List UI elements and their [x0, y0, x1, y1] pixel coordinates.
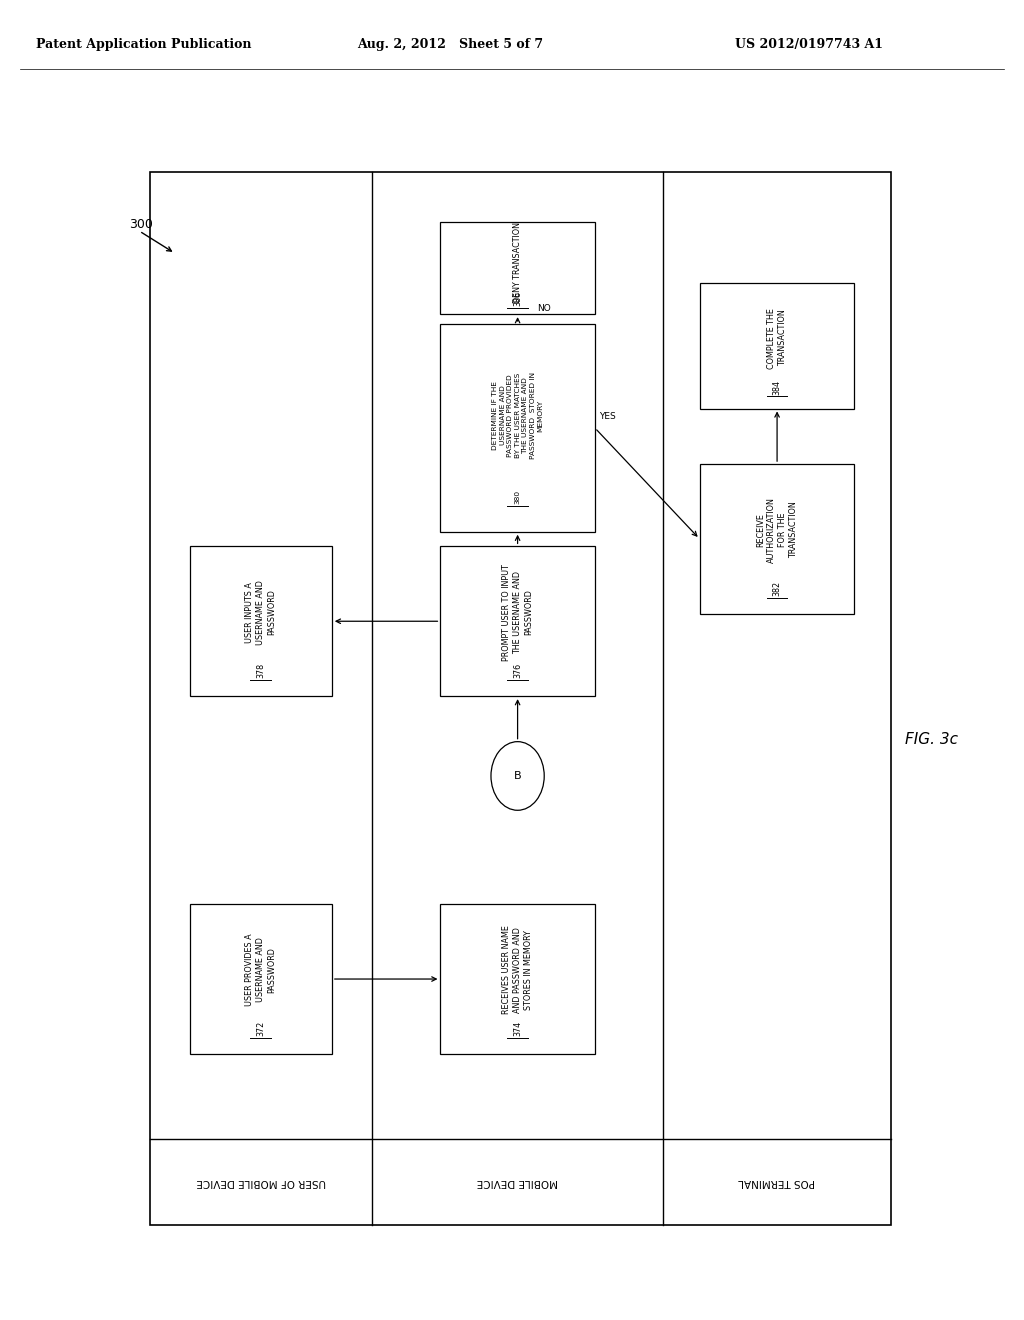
Bar [189, 904, 332, 1053]
Text: Aug. 2, 2012   Sheet 5 of 7: Aug. 2, 2012 Sheet 5 of 7 [357, 38, 544, 51]
Bar [150, 172, 891, 1225]
Bar [440, 546, 595, 696]
Text: FIG. 3c: FIG. 3c [905, 731, 958, 747]
Text: 380: 380 [515, 490, 520, 503]
Text: 378: 378 [256, 663, 265, 678]
Text: B: B [514, 771, 521, 781]
Text: USER OF MOBILE DEVICE: USER OF MOBILE DEVICE [196, 1176, 326, 1187]
Text: 374: 374 [513, 1020, 522, 1036]
Text: 386: 386 [513, 292, 522, 306]
Text: PROMPT USER TO INPUT
THE USERNAME AND
PASSWORD: PROMPT USER TO INPUT THE USERNAME AND PA… [502, 564, 534, 661]
Text: POS TERMINAL: POS TERMINAL [738, 1176, 815, 1187]
Text: COMPLETE THE
TRANSACTION: COMPLETE THE TRANSACTION [767, 308, 787, 368]
Bar [440, 904, 595, 1053]
Text: 372: 372 [256, 1020, 265, 1036]
Circle shape [490, 742, 544, 810]
Text: 376: 376 [513, 663, 522, 678]
Text: MOBILE DEVICE: MOBILE DEVICE [477, 1176, 558, 1187]
Text: US 2012/0197743 A1: US 2012/0197743 A1 [735, 38, 883, 51]
Text: DETERMINE IF THE
USERNAME AND
PASSWORD PROVIDED
BY THE USER MATCHES
THE USERNAME: DETERMINE IF THE USERNAME AND PASSWORD P… [493, 372, 543, 459]
Bar [189, 546, 332, 696]
Text: USER INPUTS A
USERNAME AND
PASSWORD: USER INPUTS A USERNAME AND PASSWORD [245, 579, 276, 644]
Text: USER PROVIDES A
USERNAME AND
PASSWORD: USER PROVIDES A USERNAME AND PASSWORD [245, 933, 276, 1006]
Text: Patent Application Publication: Patent Application Publication [36, 38, 251, 51]
Text: RECEIVES USER NAME
AND PASSWORD AND
STORES IN MEMORY: RECEIVES USER NAME AND PASSWORD AND STOR… [502, 925, 534, 1015]
Text: NO: NO [537, 305, 551, 313]
Bar [699, 282, 854, 408]
Text: YES: YES [599, 412, 615, 421]
Text: 384: 384 [772, 380, 781, 395]
Bar [440, 323, 595, 532]
Text: 300: 300 [129, 218, 153, 231]
Bar [440, 222, 595, 314]
Text: DENY TRANSACTION: DENY TRANSACTION [513, 222, 522, 304]
Text: 382: 382 [772, 581, 781, 597]
Text: RECEIVE
AUTHORIZATION
FOR THE
TRANSACTION: RECEIVE AUTHORIZATION FOR THE TRANSACTIO… [756, 498, 799, 564]
Bar [699, 465, 854, 614]
